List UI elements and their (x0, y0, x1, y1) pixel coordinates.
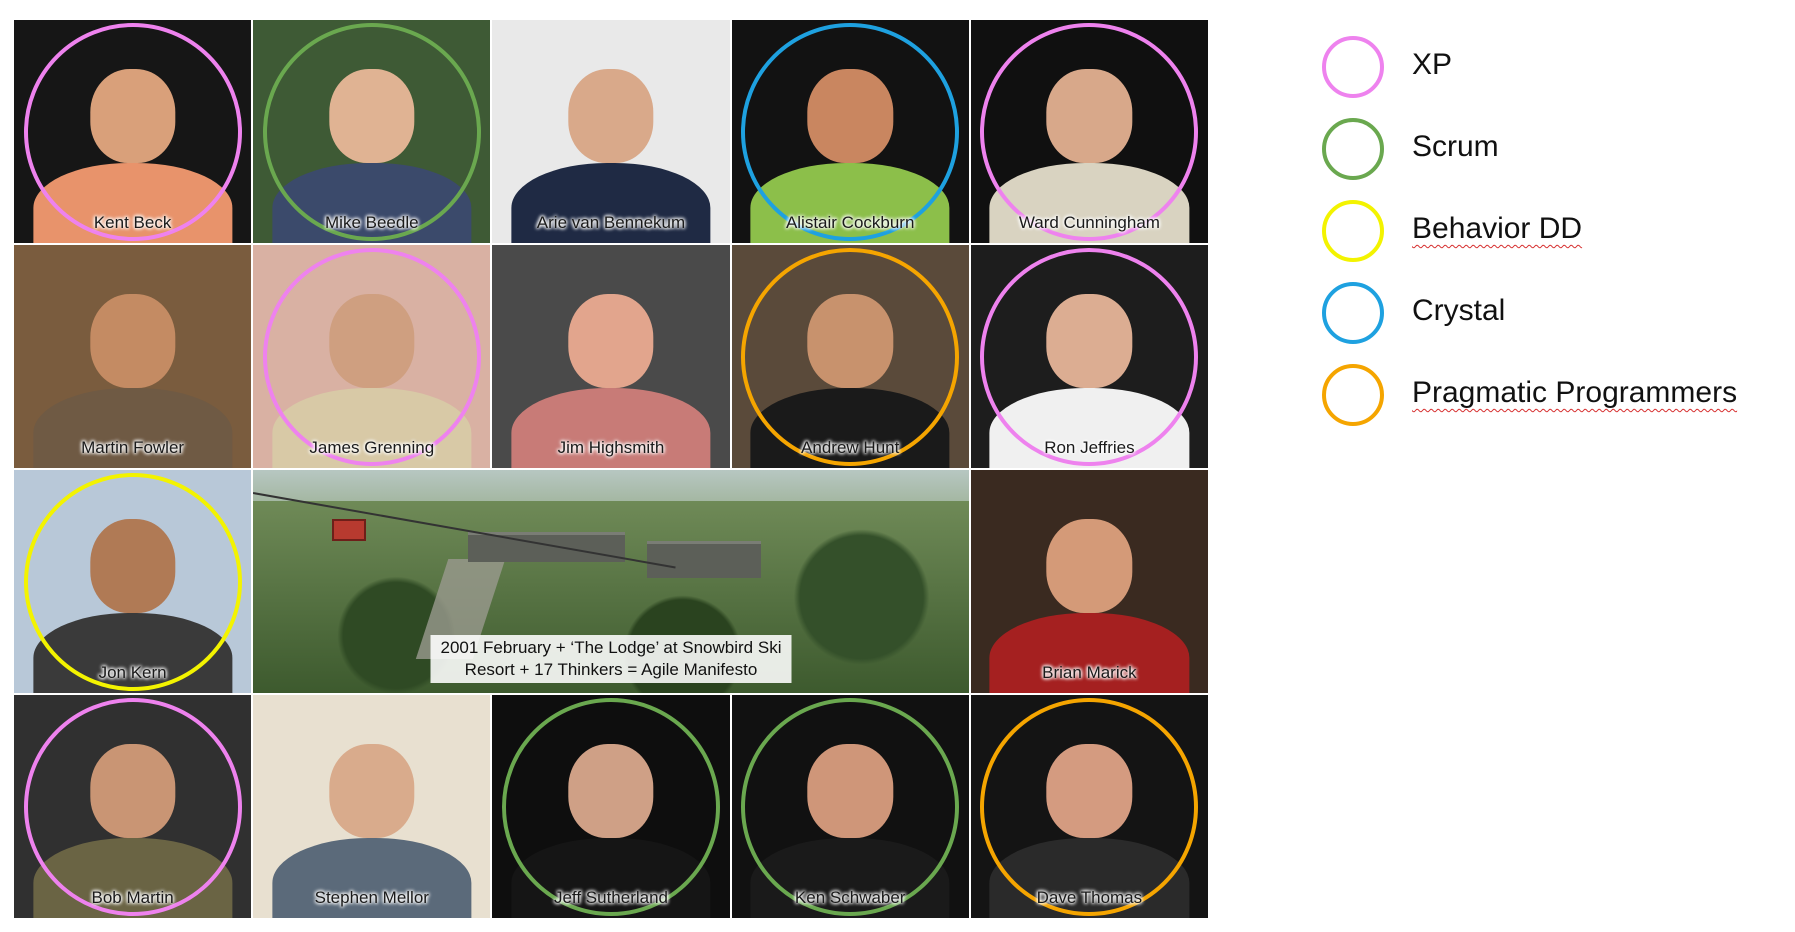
portrait-tile: James Grenning (253, 245, 491, 468)
legend-item-scrum: Scrum (1322, 118, 1782, 200)
snowbird-landscape-tile: 2001 February + ‘The Lodge’ at Snowbird … (253, 470, 969, 693)
portrait-head (568, 294, 654, 388)
caption-line-2: Resort + 17 Thinkers = Agile Manifesto (464, 660, 758, 679)
group-ring (741, 247, 960, 466)
caption-line-1: 2001 February + ‘The Lodge’ at Snowbird … (440, 638, 782, 657)
legend-label: Scrum (1412, 130, 1499, 163)
group-ring (980, 247, 1199, 466)
person-name: Mike Beedle (325, 213, 419, 232)
person-name: Andrew Hunt (801, 438, 900, 457)
portrait-torso (511, 162, 711, 243)
legend-label: Pragmatic Programmers (1412, 376, 1738, 409)
portrait-torso (511, 387, 711, 468)
person-name: Martin Fowler (81, 438, 185, 457)
portrait-tile: Ward Cunningham (970, 20, 1208, 243)
portrait-tile: Kent Beck (14, 20, 252, 243)
portrait-tile: Ken Schwaber (731, 695, 969, 918)
group-ring (23, 22, 242, 241)
lodge-building (646, 541, 762, 578)
person-name: Jon Kern (98, 663, 167, 682)
portrait-torso (32, 387, 233, 468)
portrait-tile: Dave Thomas (970, 695, 1208, 918)
portrait-photo (492, 20, 730, 243)
portrait-head (1046, 519, 1133, 613)
portrait-tile: Andrew Hunt (731, 245, 969, 468)
portrait-tile: Brian Marick (970, 470, 1208, 693)
person-name: Kent Beck (93, 213, 172, 232)
portrait-tile: Stephen Mellor (253, 695, 491, 918)
legend-ring-icon (1322, 364, 1384, 426)
lodge-building (467, 532, 626, 563)
portrait-photo (14, 245, 252, 468)
legend-label: Crystal (1412, 294, 1506, 327)
person-name: Stephen Mellor (314, 888, 429, 907)
portrait-torso (989, 612, 1190, 693)
methodology-legend: XP Scrum Behavior DD Crystal Pragmatic P… (1322, 36, 1782, 446)
legend-label: XP (1412, 48, 1453, 81)
group-ring (980, 697, 1199, 916)
person-name: Ron Jeffries (1044, 438, 1135, 457)
portrait-tile: Jeff Sutherland (492, 695, 730, 918)
portrait-tile: Mike Beedle (253, 20, 491, 243)
portrait-tile: Ron Jeffries (970, 245, 1208, 468)
person-name: Alistair Cockburn (785, 213, 915, 232)
person-name: Bob Martin (91, 888, 174, 907)
person-name: Brian Marick (1042, 663, 1137, 682)
portrait-tile: Martin Fowler (14, 245, 252, 468)
photo-collage: Kent Beck Mike Beedle Arie van Bennekum … (14, 20, 1208, 918)
portrait-tile: Jim Highsmith (492, 245, 730, 468)
portrait-photo (253, 695, 491, 918)
legend-ring-icon (1322, 36, 1384, 98)
legend-item-crystal: Crystal (1322, 282, 1782, 364)
person-name: Ward Cunningham (1018, 213, 1160, 232)
portrait-head (329, 744, 415, 838)
portrait-head (568, 69, 654, 163)
group-ring (262, 22, 481, 241)
portrait-photo (970, 470, 1208, 693)
portrait-photo (492, 245, 730, 468)
person-name: Dave Thomas (1036, 888, 1143, 907)
legend-ring-icon (1322, 200, 1384, 262)
person-name: Arie van Bennekum (536, 213, 686, 232)
legend-item-pragmatic-programmers: Pragmatic Programmers (1322, 364, 1782, 446)
portrait-head (89, 294, 176, 388)
group-ring (741, 697, 960, 916)
group-ring (741, 22, 960, 241)
group-ring (23, 472, 242, 691)
person-name: Ken Schwaber (794, 888, 906, 907)
group-ring (262, 247, 481, 466)
legend-item-behavior-dd: Behavior DD (1322, 200, 1782, 282)
portrait-torso (272, 837, 472, 918)
portrait-tile: Bob Martin (14, 695, 252, 918)
person-name: Jeff Sutherland (553, 888, 669, 907)
aerial-tram (331, 519, 366, 542)
legend-item-xp: XP (1322, 36, 1782, 118)
person-name: Jim Highsmith (557, 438, 665, 457)
portrait-tile: Jon Kern (14, 470, 252, 693)
legend-ring-icon (1322, 118, 1384, 180)
group-ring (501, 697, 720, 916)
group-ring (980, 22, 1199, 241)
portrait-tile: Alistair Cockburn (731, 20, 969, 243)
group-ring (23, 697, 242, 916)
landscape-caption: 2001 February + ‘The Lodge’ at Snowbird … (430, 635, 792, 683)
portrait-tile: Arie van Bennekum (492, 20, 730, 243)
person-name: James Grenning (309, 438, 435, 457)
legend-ring-icon (1322, 282, 1384, 344)
legend-label: Behavior DD (1412, 212, 1583, 245)
